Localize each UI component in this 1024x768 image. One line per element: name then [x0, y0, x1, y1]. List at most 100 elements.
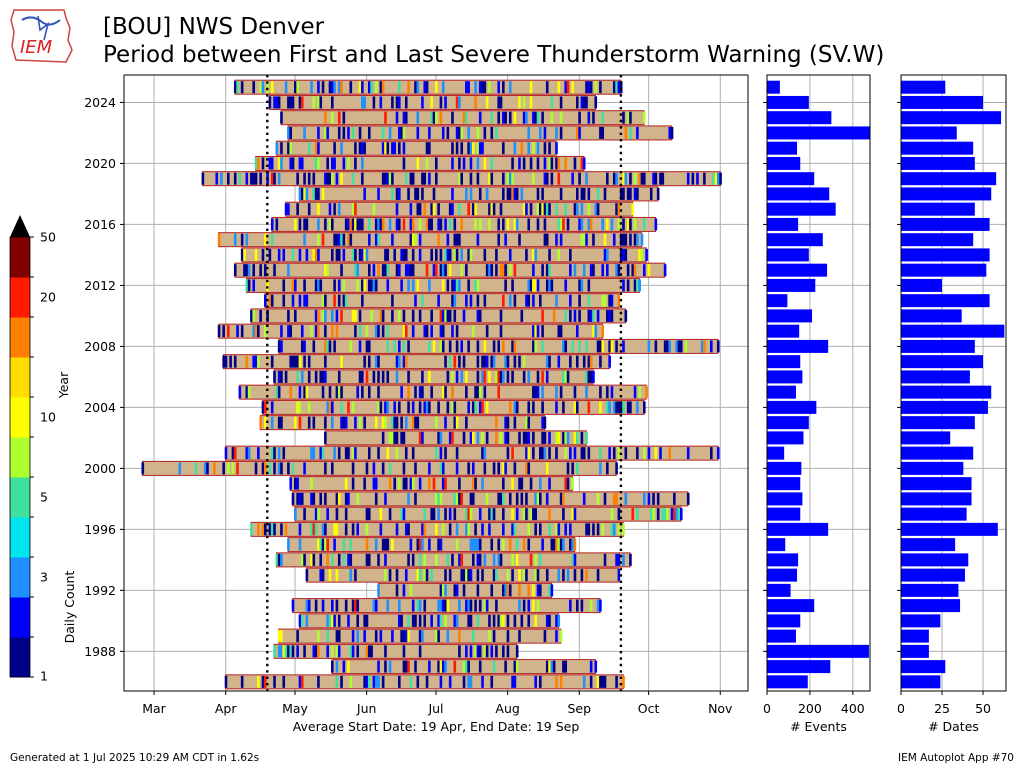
warning-day-mark [668, 340, 672, 353]
warning-day-mark [555, 142, 558, 155]
colorbar-tick-label: 10 [40, 410, 56, 425]
warning-day-mark [525, 111, 528, 124]
warning-day-mark [411, 477, 415, 490]
warning-day-mark [525, 294, 528, 307]
warning-day-mark [668, 447, 672, 460]
warning-day-mark [240, 675, 244, 688]
events-bar-2011 [767, 294, 788, 308]
warning-day-mark [534, 386, 537, 399]
warning-day-mark [488, 172, 491, 185]
warning-day-mark [423, 614, 427, 627]
warning-day-mark [259, 81, 262, 94]
warning-day-mark [589, 264, 593, 277]
warning-day-mark [559, 187, 563, 200]
warning-day-mark [305, 599, 309, 612]
warning-day-mark [499, 492, 503, 505]
warning-day-mark [587, 81, 591, 94]
warning-day-mark [310, 325, 313, 338]
warning-day-mark [414, 614, 417, 627]
warning-day-mark [367, 81, 371, 94]
warning-day-mark [564, 203, 568, 216]
warning-day-mark [384, 538, 387, 551]
warning-day-mark [370, 309, 373, 322]
warning-day-mark [518, 599, 521, 612]
warning-day-mark [335, 569, 339, 582]
warning-day-mark [453, 248, 457, 261]
warning-day-mark [400, 431, 403, 444]
warning-day-mark [337, 614, 341, 627]
warning-day-mark [349, 675, 353, 688]
warning-day-mark [527, 401, 531, 414]
warning-day-mark [476, 142, 480, 155]
warning-day-mark [418, 218, 422, 231]
warning-day-mark [476, 569, 480, 582]
warning-day-mark [513, 401, 517, 414]
warning-day-mark [525, 248, 528, 261]
warning-day-mark [606, 401, 609, 414]
warning-day-mark [622, 218, 625, 231]
warning-day-mark [395, 111, 399, 124]
warning-day-mark [402, 309, 406, 322]
warning-day-mark [446, 126, 450, 139]
warning-day-mark [573, 309, 577, 322]
warning-day-mark [398, 309, 401, 322]
colorbar-segment [10, 357, 30, 398]
warning-day-mark [409, 218, 413, 231]
warning-day-mark [324, 325, 327, 338]
warning-day-mark [622, 111, 625, 124]
warning-day-mark [270, 294, 274, 307]
warning-day-mark [418, 614, 422, 627]
warning-day-mark [203, 462, 207, 475]
warning-day-mark [411, 401, 415, 414]
warning-day-mark [492, 508, 496, 521]
events-bar-1993 [767, 568, 798, 582]
warning-day-mark [319, 279, 323, 292]
warning-day-mark [439, 248, 443, 261]
warning-day-mark [414, 233, 417, 246]
events-bar-2008 [767, 339, 829, 353]
warning-day-mark [476, 614, 480, 627]
warning-day-mark [601, 294, 604, 307]
dates-bar-2003 [901, 416, 975, 430]
warning-day-mark [300, 614, 304, 627]
warning-day-mark [361, 96, 364, 109]
period-bar-1990 [298, 613, 561, 629]
warning-day-mark [638, 172, 641, 185]
warning-day-mark [240, 325, 244, 338]
warning-day-mark [615, 340, 618, 353]
warning-day-mark [252, 279, 256, 292]
warning-day-mark [437, 294, 440, 307]
warning-day-mark [418, 386, 422, 399]
warning-day-mark [291, 492, 295, 505]
warning-day-mark [377, 584, 380, 597]
warning-day-mark [587, 447, 591, 460]
warning-day-mark [448, 340, 452, 353]
warning-day-mark [495, 569, 498, 582]
warning-day-mark [324, 340, 327, 353]
warning-day-mark [287, 142, 290, 155]
warning-day-mark [478, 553, 482, 566]
warning-day-mark [367, 264, 371, 277]
warning-day-mark [679, 508, 683, 521]
warning-day-mark [541, 386, 544, 399]
warning-day-mark [270, 416, 274, 429]
dates-bar-2008 [901, 339, 975, 353]
warning-day-mark [465, 370, 468, 383]
warning-day-mark [386, 325, 390, 338]
warning-day-mark [407, 81, 410, 94]
warning-day-mark [601, 111, 604, 124]
warning-day-mark [488, 81, 491, 94]
warning-day-mark [351, 172, 355, 185]
events-bar-2003 [767, 416, 809, 430]
dates-bar-2010 [901, 309, 962, 323]
period-bar [294, 506, 682, 522]
warning-day-mark [342, 233, 346, 246]
events-bar-1994 [767, 553, 799, 567]
warning-day-mark [626, 279, 630, 292]
warning-day-mark [435, 264, 438, 277]
warning-day-mark [471, 142, 475, 155]
warning-day-mark [573, 431, 577, 444]
warning-day-mark [710, 340, 713, 353]
warning-day-mark [631, 264, 635, 277]
dates-bar-1988 [901, 644, 929, 658]
